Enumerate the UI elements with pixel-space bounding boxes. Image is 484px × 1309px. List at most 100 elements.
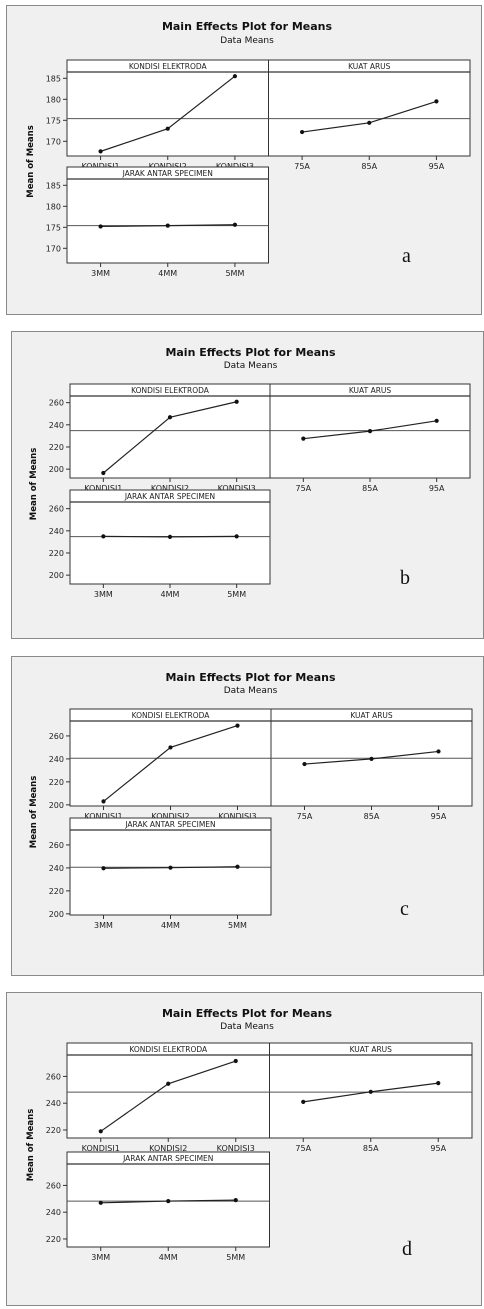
data-point (98, 1200, 103, 1205)
chart-subtitle: Data Means (220, 36, 274, 46)
data-point (233, 1058, 238, 1064)
facet-panel (66, 166, 269, 264)
data-point (301, 1099, 306, 1104)
data-point (166, 1198, 171, 1204)
x-tick-label: KONDISI1 (84, 484, 122, 493)
x-tick-label: 3MM (94, 921, 113, 930)
chart-svg: Main Effects Plot for Means Data Means Mea… (26, 20, 471, 278)
y-tick-label: 240 (49, 864, 64, 873)
chart-subtitle: Data Means (224, 361, 278, 371)
facet-strip-label: KONDISI ELEKTRODA (129, 1045, 208, 1054)
facet-panel (66, 59, 269, 157)
x-tick-label: KONDISI3 (217, 1144, 255, 1153)
chart-svg: Main Effects Plot for Means Data Means Mea… (29, 671, 473, 930)
x-tick-label: 5MM (228, 921, 247, 930)
x-tick-label: 4MM (158, 269, 177, 278)
data-point (367, 429, 373, 434)
chart-subtitle: Data Means (220, 1022, 274, 1032)
x-tick-label: 5MM (227, 590, 246, 599)
y-tick-label: 260 (49, 399, 64, 408)
chart-title: Main Effects Plot for Means (162, 1007, 333, 1020)
facet-panel (66, 1042, 270, 1139)
facet-strip-label: KUAT ARUS (350, 1045, 393, 1054)
x-tick-label: 5MM (226, 1253, 245, 1262)
facet-strip-label: KUAT ARUS (350, 711, 393, 720)
x-tick-label: 85A (364, 812, 380, 821)
x-tick-label: 4MM (159, 1253, 178, 1262)
x-tick-label: KONDISI2 (151, 812, 189, 821)
facet-strip-label: KONDISI ELEKTRODA (131, 386, 210, 395)
y-tick-label: 220 (49, 778, 64, 787)
x-tick-label: KONDISI3 (218, 484, 256, 493)
y-tick-label: 240 (49, 755, 64, 764)
y-tick-label: 260 (49, 732, 64, 741)
y-tick-label: 240 (49, 421, 64, 430)
x-tick-label: 95A (429, 484, 445, 493)
x-tick-label: 95A (429, 162, 445, 171)
data-point (165, 223, 170, 228)
data-point (168, 865, 173, 870)
x-tick-label: 4MM (161, 921, 180, 930)
data-point (367, 120, 372, 125)
main-effects-plot-c: Main Effects Plot for Means Data Means Mea… (11, 656, 484, 976)
x-tick-label: 85A (361, 162, 377, 171)
data-point (302, 761, 307, 767)
x-tick-label: 85A (363, 1144, 379, 1153)
panel-letter: a (402, 245, 411, 267)
x-tick-label: 75A (297, 812, 313, 821)
data-point (301, 436, 306, 441)
y-tick-label: 200 (49, 571, 64, 580)
y-tick-label: 220 (46, 1126, 61, 1135)
y-axis-label: Mean of Means (26, 125, 36, 198)
y-tick-label: 170 (46, 137, 61, 146)
facet-strip-label: KUAT ARUS (348, 62, 391, 71)
x-tick-label: 3MM (91, 1253, 110, 1262)
data-point (165, 126, 170, 131)
chart-title: Main Effects Plot for Means (165, 346, 336, 359)
data-point (101, 799, 106, 804)
facet-panel (268, 59, 471, 157)
data-point (235, 723, 240, 728)
facet-strip-label: KONDISI ELEKTRODA (132, 711, 211, 720)
data-point (166, 1081, 171, 1086)
x-tick-label: 85A (362, 484, 378, 493)
data-point (233, 1198, 238, 1203)
x-tick-label: 5MM (225, 269, 244, 278)
y-tick-label: 220 (49, 443, 64, 452)
data-point (436, 749, 441, 754)
y-tick-label: 220 (46, 1235, 61, 1244)
data-point (98, 1129, 103, 1134)
x-tick-label: 75A (294, 162, 310, 171)
facet-panel (69, 708, 272, 807)
y-tick-label: 200 (49, 910, 64, 919)
y-tick-label: 260 (46, 1181, 61, 1190)
data-point (101, 470, 106, 476)
data-point (98, 149, 103, 154)
y-tick-label: 260 (46, 1072, 61, 1081)
facet-strip-label: KONDISI ELEKTRODA (129, 62, 208, 71)
data-point (101, 866, 106, 871)
y-tick-label: 170 (46, 244, 61, 253)
x-tick-label: 4MM (161, 590, 180, 599)
data-point (167, 534, 173, 540)
facet-strip-label: JARAK ANTAR SPECIMEN (124, 820, 215, 829)
chart-svg: Main Effects Plot for Means Data Means Mea… (29, 346, 471, 599)
facet-strip-label: JARAK ANTAR SPECIMEN (122, 1154, 213, 1163)
chart-svg: Main Effects Plot for Means Data Means Mea… (26, 1007, 473, 1262)
main-effects-plot-d: Main Effects Plot for Means Data Means Mea… (6, 992, 482, 1306)
data-point (101, 534, 106, 539)
y-axis-label: Mean of Means (29, 448, 39, 521)
data-point (232, 222, 238, 227)
x-tick-label: 75A (295, 1144, 311, 1153)
data-point (436, 1081, 441, 1086)
y-tick-label: 220 (49, 549, 64, 558)
panel-letter: c (400, 898, 409, 920)
x-tick-label: KONDISI1 (82, 1144, 120, 1153)
facet-strip-label: JARAK ANTAR SPECIMEN (122, 169, 213, 178)
data-point (369, 756, 374, 762)
panel-letter: d (402, 1238, 412, 1260)
y-tick-label: 180 (46, 95, 61, 104)
x-tick-label: 3MM (91, 269, 110, 278)
x-tick-label: 95A (431, 812, 447, 821)
y-tick-label: 260 (49, 505, 64, 514)
